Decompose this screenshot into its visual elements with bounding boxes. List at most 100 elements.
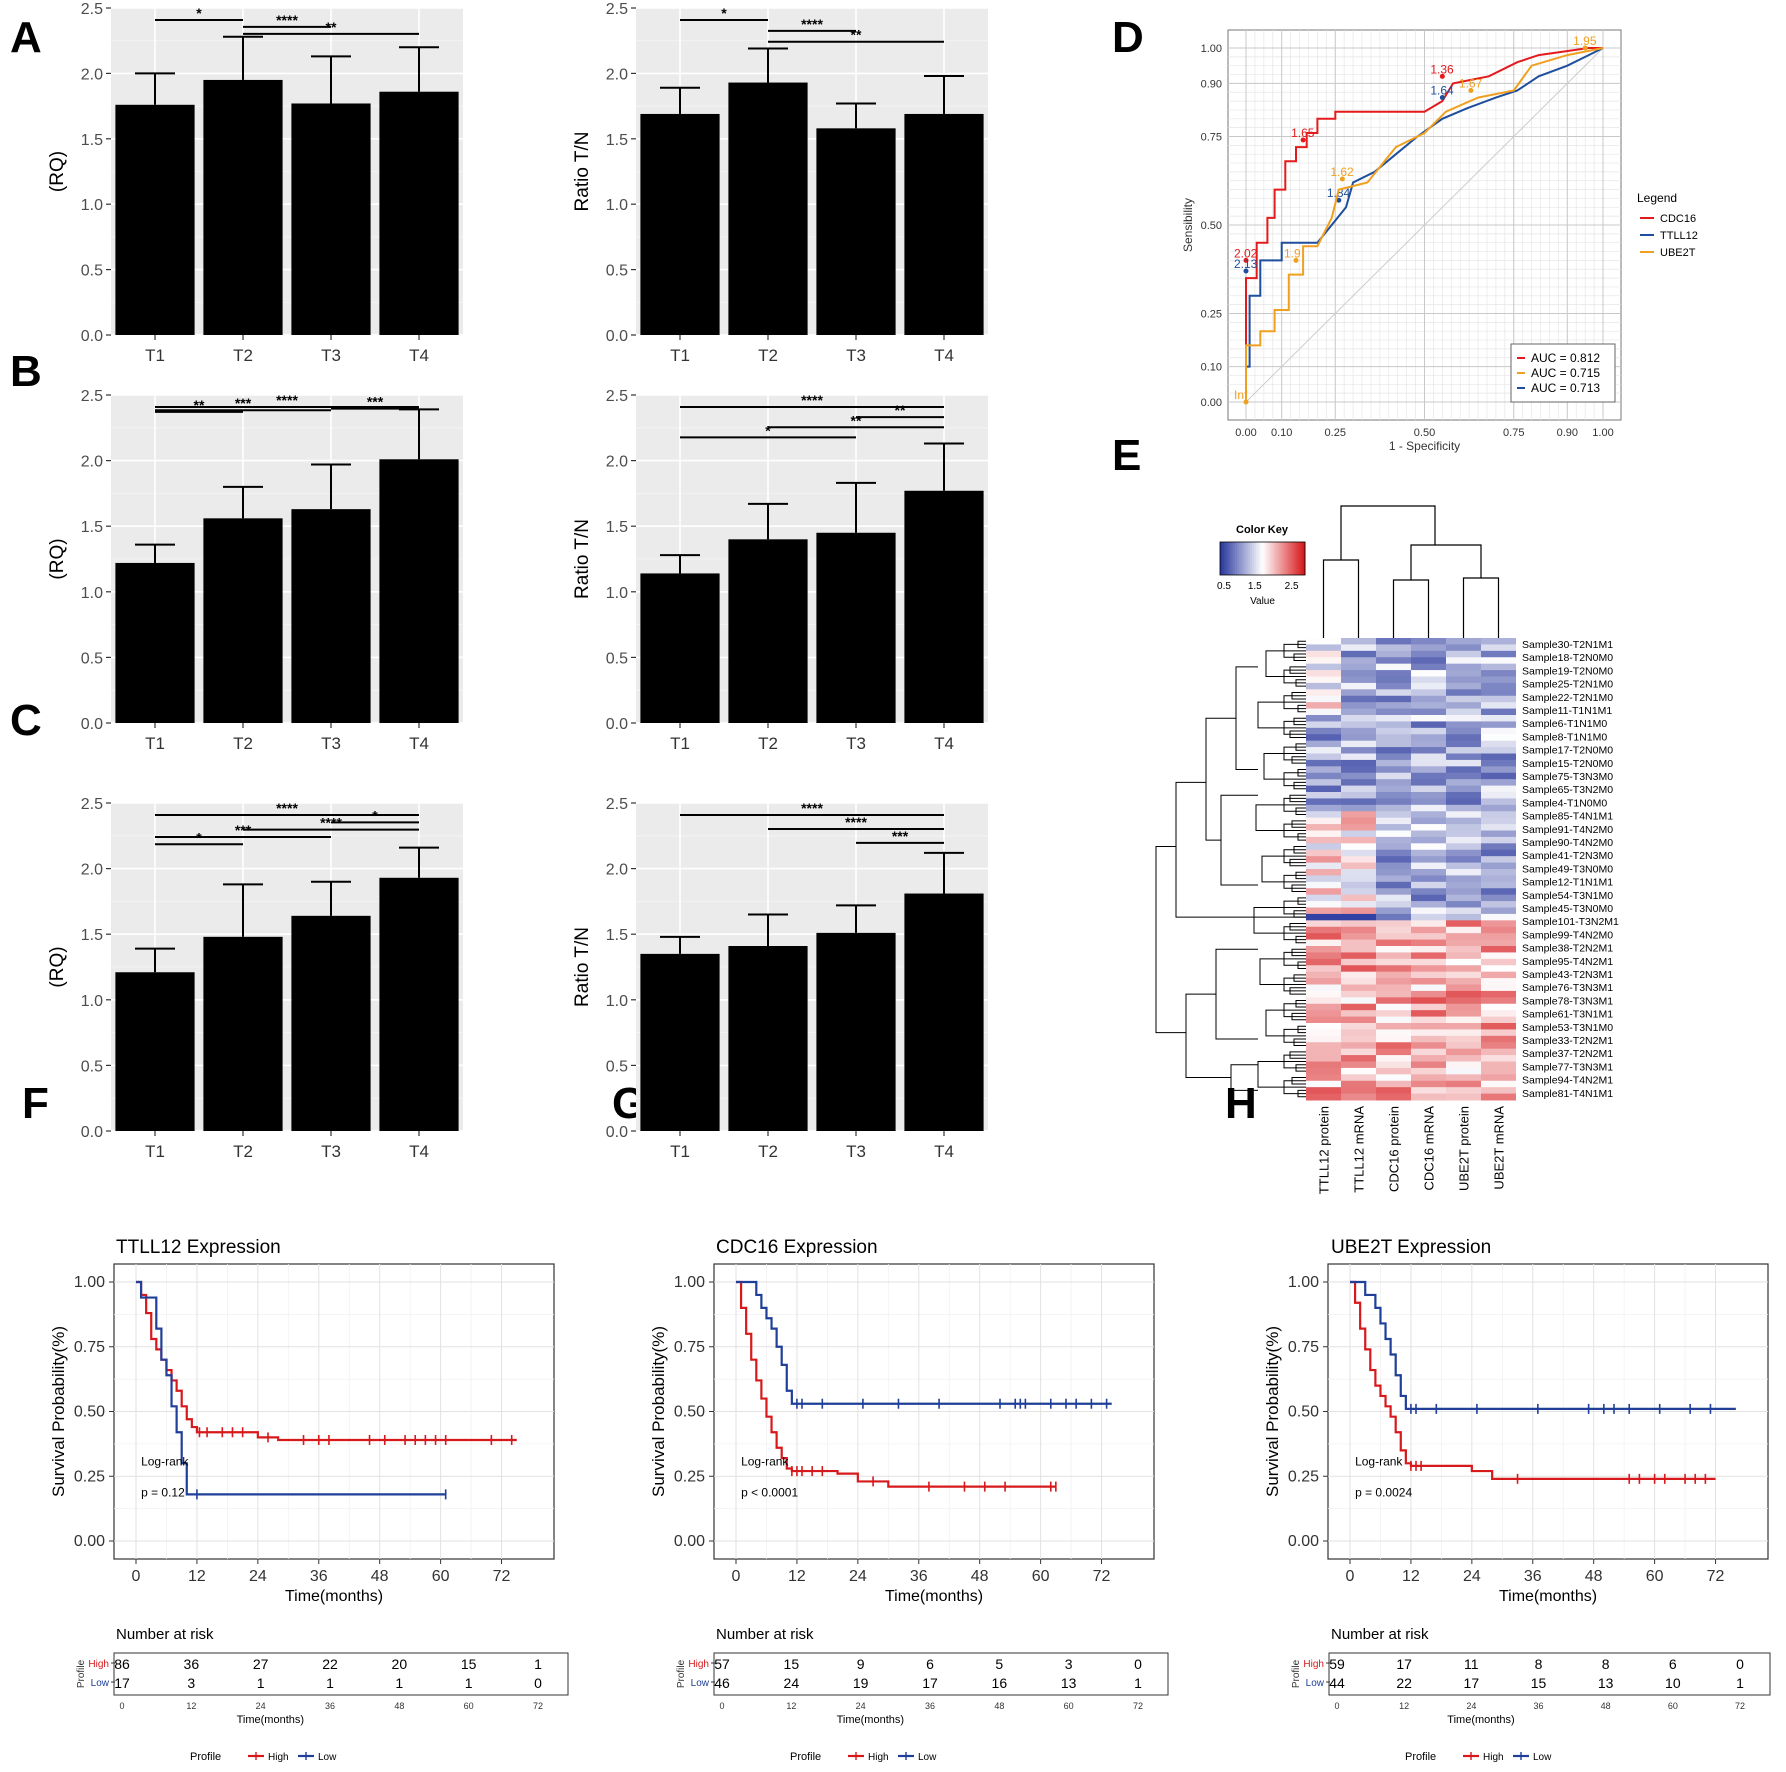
heatmap-cell <box>1446 792 1481 799</box>
color-key-gradient <box>1232 542 1236 575</box>
x-tick-label: 72 <box>493 1568 511 1585</box>
risk-table-title: Number at risk <box>716 1626 814 1643</box>
risk-cell: 1 <box>1736 1675 1744 1691</box>
heatmap-cell <box>1376 792 1411 799</box>
heatmap-cell <box>1306 792 1341 799</box>
heatmap-cell <box>1341 676 1376 684</box>
heatmap-cell <box>1481 1055 1516 1062</box>
heatmap-cell <box>1446 1003 1481 1011</box>
panel-letter-c: C <box>10 696 42 745</box>
heatmap-cell <box>1446 817 1481 825</box>
heatmap-cell <box>1376 759 1411 767</box>
heatmap-cell <box>1481 1074 1516 1082</box>
heatmap-cell <box>1411 843 1446 851</box>
heatmap-cell <box>1481 817 1516 825</box>
significance-label: **** <box>801 392 823 408</box>
y-axis-label: Survival Probability(%) <box>649 1326 668 1497</box>
heatmap-cell <box>1376 740 1411 748</box>
y-axis-label: Ratio T/N <box>572 927 593 1007</box>
risk-x-tick: 72 <box>1735 1701 1745 1711</box>
km-chart-g: CDC16 Expression 0.00 0.25 0.50 0.75 1.00 0 12 2… <box>649 1237 1169 1763</box>
heatmap-cell <box>1481 727 1516 735</box>
x-tick-label: 72 <box>1707 1568 1725 1585</box>
logrank-label: Log-rank <box>1355 1454 1403 1468</box>
heatmap-cell <box>1341 875 1376 883</box>
heatmap-cell <box>1376 888 1411 896</box>
heatmap-cell <box>1446 695 1481 703</box>
heatmap-cell <box>1481 901 1516 908</box>
risk-axis-label: Profile <box>76 1659 87 1688</box>
heatmap-cell <box>1446 1061 1481 1069</box>
heatmap-cell <box>1446 638 1481 645</box>
heatmap-cell <box>1306 1080 1341 1088</box>
heatmap-cell <box>1376 753 1411 761</box>
heatmap-cell <box>1481 638 1516 645</box>
risk-x-tick: 48 <box>1601 1701 1611 1711</box>
color-key-gradient <box>1283 542 1287 575</box>
risk-table-frame <box>713 1652 1169 1696</box>
heatmap-cell <box>1446 1055 1481 1062</box>
heatmap-cell <box>1376 734 1411 742</box>
heatmap-cell <box>1446 869 1481 876</box>
row-label: Sample38-T2N2M1 <box>1522 943 1613 955</box>
heatmap-cell <box>1446 785 1481 793</box>
cutoff-point <box>1243 399 1249 405</box>
bar-t2 <box>728 82 808 335</box>
y-tick-label: 2.0 <box>606 862 628 879</box>
heatmap-cell <box>1341 1087 1376 1095</box>
x-tick-label: 72 <box>1093 1568 1111 1585</box>
heatmap-cell <box>1306 971 1341 979</box>
heatmap-cell <box>1341 901 1376 908</box>
row-label: Sample49-T3N0M0 <box>1522 863 1613 875</box>
heatmap-cell <box>1481 875 1516 883</box>
heatmap-cell <box>1446 1048 1481 1056</box>
heatmap-cell <box>1341 1093 1376 1101</box>
cutoff-label: 1.95 <box>1573 34 1597 48</box>
heatmap-cell <box>1341 689 1376 697</box>
heatmap-cell <box>1341 779 1376 787</box>
heatmap-cell <box>1376 978 1411 985</box>
y-tick-label: 1.00 <box>1288 1274 1319 1291</box>
heatmap-cell <box>1376 958 1411 966</box>
row-label: Sample8-T1N1M0 <box>1522 731 1607 743</box>
risk-cell: 0 <box>1134 1656 1142 1672</box>
heatmap-cell <box>1411 766 1446 774</box>
heatmap-cell <box>1446 958 1481 966</box>
y-tick-label: 1.5 <box>81 132 103 149</box>
heatmap-cell <box>1446 952 1481 960</box>
heatmap-cell <box>1341 811 1376 819</box>
heatmap-cell <box>1306 708 1341 716</box>
heatmap-cell <box>1411 1074 1446 1082</box>
heatmap-cell <box>1341 907 1376 915</box>
row-dendrogram <box>1205 717 1236 841</box>
bar-t1 <box>640 953 720 1131</box>
heatmap-cell <box>1341 990 1376 998</box>
heatmap-cell <box>1481 1035 1516 1043</box>
risk-cell: 13 <box>1061 1675 1077 1691</box>
risk-x-tick: 12 <box>1399 1701 1409 1711</box>
heatmap-cell <box>1341 766 1376 774</box>
heatmap-cell <box>1481 881 1516 889</box>
y-tick-label: 0.00 <box>674 1533 705 1550</box>
heatmap-cell <box>1376 901 1411 908</box>
heatmap-cell <box>1376 849 1411 857</box>
risk-x-tick: 0 <box>119 1701 124 1711</box>
auc-legend-text: AUC = 0.713 <box>1531 381 1600 395</box>
heatmap-cell <box>1446 946 1481 953</box>
row-label: Sample15-T2N0M0 <box>1522 758 1613 770</box>
heatmap-cell <box>1341 1029 1376 1037</box>
heatmap-cell <box>1411 862 1446 870</box>
heatmap-cell <box>1306 817 1341 825</box>
y-tick-label: 0.75 <box>74 1339 105 1356</box>
heatmap-cell <box>1411 804 1446 812</box>
heatmap-cell <box>1411 817 1446 825</box>
y-tick-label: 0.90 <box>1201 78 1222 90</box>
heatmap-cell <box>1411 836 1446 844</box>
heatmap-cell <box>1481 843 1516 851</box>
row-label: Sample43-T2N3M1 <box>1522 969 1613 981</box>
row-dendrogram <box>1185 993 1231 1079</box>
heatmap-cell <box>1481 759 1516 767</box>
heatmap-cell <box>1446 682 1481 690</box>
risk-x-tick: 24 <box>856 1701 866 1711</box>
y-tick-label: 2.5 <box>606 388 628 405</box>
